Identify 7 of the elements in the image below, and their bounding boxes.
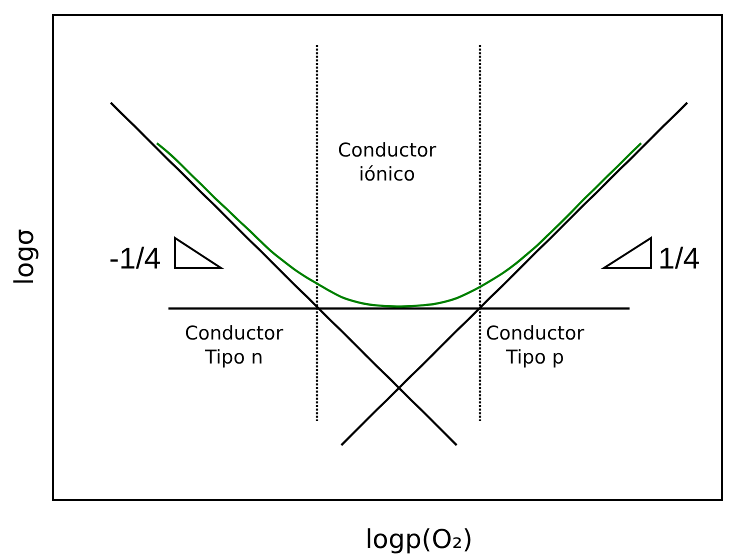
annotation: Conductor Tipo n: [184, 322, 284, 369]
annotation: 1/4: [658, 242, 700, 276]
annotation: Conductor Tipo p: [486, 322, 584, 369]
annotation: Conductor iónico: [338, 140, 436, 186]
x-axis-title: logp(O₂): [365, 525, 473, 555]
annotation: -1/4: [109, 242, 161, 276]
y-axis-title: logσ: [10, 228, 40, 286]
